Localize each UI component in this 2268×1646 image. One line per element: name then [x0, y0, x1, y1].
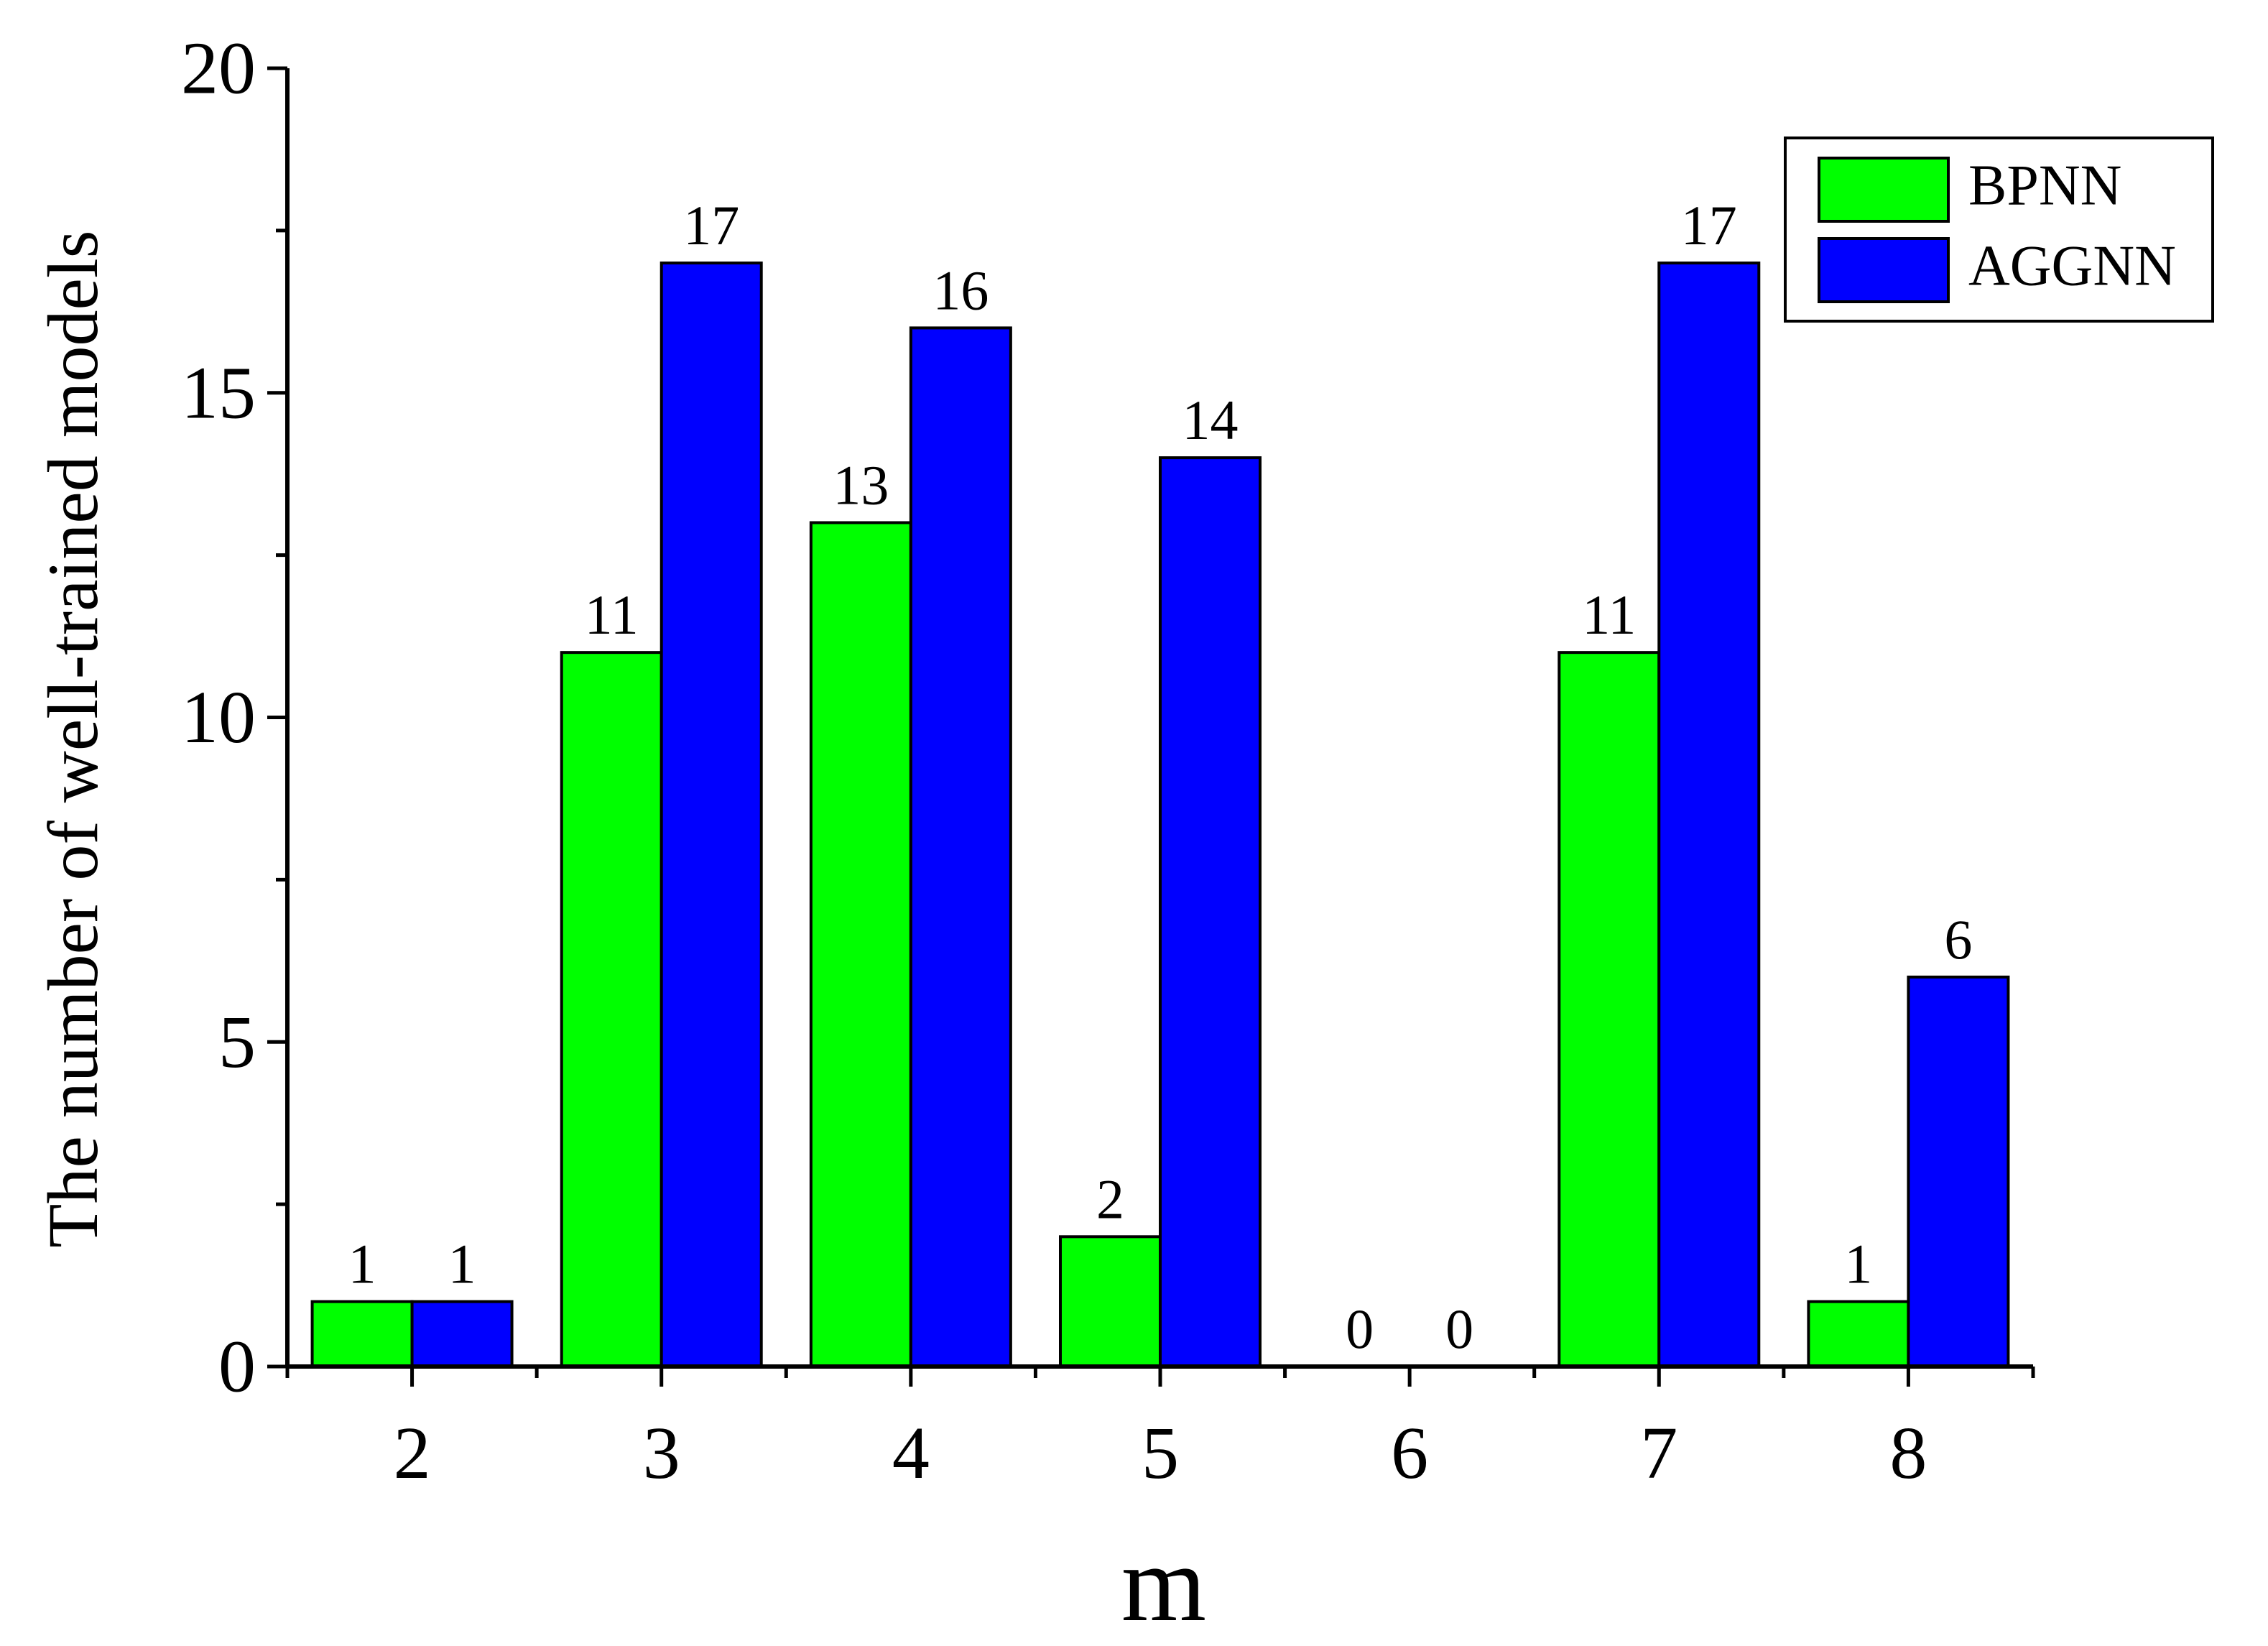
legend: BPNN AGGNN [1784, 137, 2214, 323]
data-label-bpnn-m4: 13 [833, 453, 889, 516]
x-tick-label-4: 4 [892, 1412, 930, 1494]
bar-bpnn-m7 [1557, 651, 1661, 1368]
data-label-bpnn-m5: 2 [1096, 1168, 1124, 1230]
data-label-aggnn-m4: 16 [932, 259, 989, 321]
bar-aggnn-m3 [659, 262, 763, 1368]
bar-aggnn-m4 [909, 326, 1012, 1368]
data-label-aggnn-m6: 0 [1445, 1298, 1473, 1360]
x-ticks-layer: 2 3 4 5 6 7 8 [285, 1367, 2035, 1494]
data-label-bpnn-m2: 1 [348, 1233, 376, 1295]
x-axis-title: m [1121, 1523, 1206, 1644]
bar-bpnn-m3 [560, 651, 663, 1368]
legend-swatch-aggnn [1818, 237, 1950, 303]
bar-bpnn-m5 [1059, 1235, 1162, 1369]
data-label-bpnn-m7: 11 [1582, 583, 1636, 646]
data-label-bpnn-m6: 0 [1346, 1298, 1374, 1360]
data-label-aggnn-m7: 17 [1681, 194, 1737, 256]
data-label-aggnn-m5: 14 [1182, 389, 1239, 451]
y-tick-label: 0 [218, 1326, 256, 1408]
bar-bpnn-m2 [310, 1300, 414, 1369]
legend-swatch-bpnn [1818, 157, 1950, 223]
bar-aggnn-m5 [1159, 456, 1262, 1368]
data-label-aggnn-m8: 6 [1944, 908, 1972, 971]
legend-label-bpnn: BPNN [1968, 154, 2121, 217]
y-tick-label: 5 [218, 1001, 256, 1083]
bar-aggnn-m2 [410, 1300, 514, 1369]
x-tick-label-6: 6 [1391, 1412, 1428, 1494]
data-label-bpnn-m8: 1 [1844, 1233, 1872, 1295]
x-tick-label-2: 2 [394, 1412, 431, 1494]
y-axis-title: The number of well-trained models [33, 230, 113, 1247]
y-tick-label: 20 [181, 27, 256, 110]
bar-bpnn-m8 [1807, 1300, 1910, 1369]
bar-aggnn-m8 [1907, 975, 2010, 1368]
x-tick-label-7: 7 [1640, 1412, 1677, 1494]
bar-bpnn-m4 [809, 521, 912, 1369]
bar-aggnn-m7 [1657, 262, 1761, 1368]
data-label-bpnn-m3: 11 [585, 583, 639, 646]
y-tick-label: 15 [181, 351, 256, 434]
legend-label-aggnn: AGGNN [1968, 234, 2176, 297]
y-tick-label: 10 [181, 676, 256, 759]
x-tick-label-5: 5 [1142, 1412, 1179, 1494]
bars-layer [310, 262, 2010, 1369]
data-label-aggnn-m2: 1 [448, 1233, 476, 1295]
y-ticks-layer: 0 5 10 15 20 [181, 27, 287, 1408]
x-tick-label-3: 3 [643, 1412, 680, 1494]
data-label-aggnn-m3: 17 [683, 194, 739, 256]
x-tick-label-8: 8 [1889, 1412, 1927, 1494]
